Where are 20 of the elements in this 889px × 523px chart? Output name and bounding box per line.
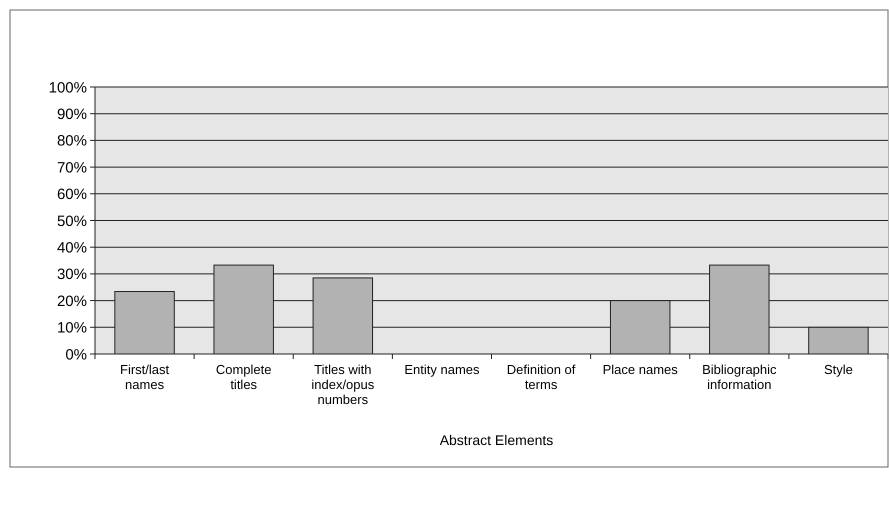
x-tick-label: Style: [824, 362, 853, 377]
y-tick-label: 90%: [56, 106, 87, 123]
y-tick-label: 50%: [56, 212, 87, 230]
y-tick-label: 60%: [56, 186, 87, 204]
y-tick-label: 10%: [56, 320, 87, 337]
x-tick-label: Titles with index/opus numbers: [311, 362, 375, 407]
x-tick-label: Entity names: [404, 362, 480, 377]
y-tick-label: 80%: [56, 132, 87, 150]
x-tick-label: Complete titles: [216, 362, 272, 392]
y-tick-label: 30%: [56, 266, 87, 284]
x-tick-label: Definition of terms: [506, 362, 576, 392]
x-tick-label: First/last names: [120, 362, 170, 392]
y-tick-label: 100%: [48, 79, 87, 96]
y-tick-label: 0%: [65, 346, 87, 364]
y-tick-label: 40%: [56, 239, 87, 256]
x-tick-label: Place names: [602, 362, 678, 377]
x-axis-title: Abstract Elements: [440, 432, 554, 448]
x-tick-label: Bibliographic information: [702, 362, 778, 392]
y-tick-label: 70%: [56, 159, 87, 176]
y-tick-label: 20%: [56, 292, 87, 310]
